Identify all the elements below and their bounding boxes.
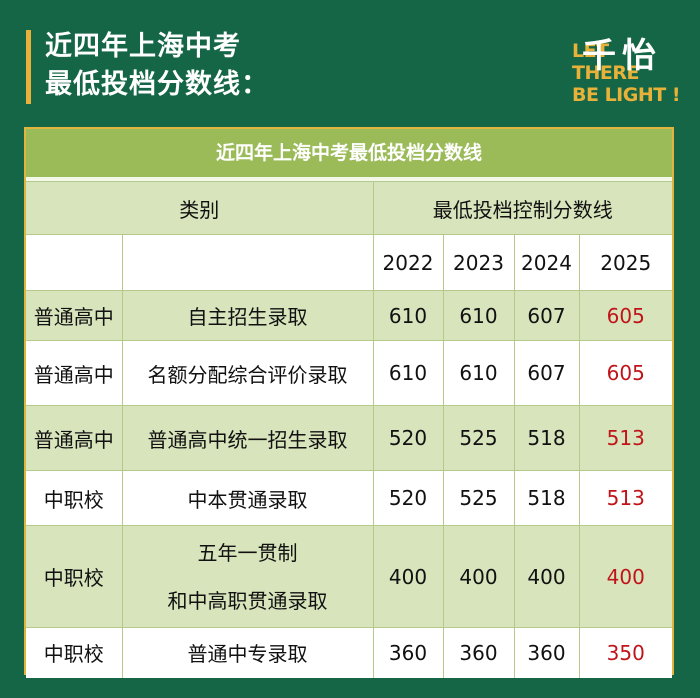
score-cell-2025: 400	[578, 525, 672, 628]
school-type: 普通高中	[26, 405, 123, 471]
year-header-row: 2022 2023 2024 2025	[26, 234, 672, 291]
school-type: 中职校	[26, 470, 123, 526]
score-cell: 610	[442, 290, 515, 341]
logo-en-line1: LET	[572, 40, 609, 62]
school-type: 普通高中	[26, 340, 123, 406]
admission-category: 自主招生录取	[121, 290, 374, 341]
admission-category-line2: 和中高职贯通录取	[167, 588, 328, 613]
page-title-line1: 近四年上海中考	[45, 31, 241, 62]
brand-logo: LET THERE BE LIGHT ! 千怡	[572, 28, 692, 108]
table-row: 普通高中 自主招生录取 610 610 607 605	[26, 290, 672, 341]
score-table-card: 近四年上海中考最低投档分数线 类别 最低投档控制分数线 2022 2023 20…	[24, 127, 674, 678]
score-cell-2025: 513	[578, 405, 672, 471]
admission-category: 普通中专录取	[121, 627, 374, 678]
admission-category: 普通高中统一招生录取	[121, 405, 374, 471]
school-type: 普通高中	[26, 290, 123, 341]
table-row: 中职校 普通中专录取 360 360 360 350	[26, 627, 672, 678]
year-header: 2025	[578, 234, 672, 291]
score-cell-2025: 350	[578, 627, 672, 678]
score-cell-2025: 605	[578, 290, 672, 341]
table-header-row: 类别 最低投档控制分数线	[26, 181, 672, 235]
header-accent-bar	[26, 30, 31, 104]
year-header: 2024	[513, 234, 580, 291]
admission-category: 名额分配综合评价录取	[121, 340, 374, 406]
score-cell: 610	[372, 290, 444, 341]
blank-cell	[26, 234, 123, 291]
admission-category-line1: 五年一贯制	[197, 540, 298, 565]
school-type: 中职校	[26, 627, 123, 678]
table-row: 中职校 五年一贯制 和中高职贯通录取 400 400 400 400	[26, 525, 672, 628]
table-row: 普通高中 普通高中统一招生录取 520 525 518 513	[26, 405, 672, 471]
score-cell: 518	[513, 470, 580, 526]
table-title-divider	[26, 177, 672, 181]
score-cell: 400	[442, 525, 515, 628]
score-cell: 607	[513, 290, 580, 341]
score-cell: 360	[372, 627, 444, 678]
year-header: 2022	[372, 234, 444, 291]
score-cell: 400	[513, 525, 580, 628]
score-cell: 400	[372, 525, 444, 628]
page-title-line2: 最低投档分数线：	[45, 69, 269, 100]
score-cell: 518	[513, 405, 580, 471]
table-title: 近四年上海中考最低投档分数线	[26, 129, 672, 177]
table-row: 普通高中 名额分配综合评价录取 610 610 607 605	[26, 340, 672, 406]
score-cell: 360	[442, 627, 515, 678]
score-cell-2025: 513	[578, 470, 672, 526]
page-title: 近四年上海中考 最低投档分数线：	[45, 28, 269, 104]
score-header: 最低投档控制分数线	[372, 181, 672, 235]
logo-chinese: 千怡	[582, 36, 662, 76]
logo-en-line3: BE LIGHT !	[572, 84, 681, 106]
score-cell: 360	[513, 627, 580, 678]
score-cell: 525	[442, 470, 515, 526]
score-cell: 610	[372, 340, 444, 406]
logo-en-line2: THERE	[572, 62, 639, 84]
score-table: 类别 最低投档控制分数线 2022 2023 2024 2025 普通高中 自主…	[26, 181, 672, 678]
table-row: 中职校 中本贯通录取 520 525 518 513	[26, 470, 672, 526]
admission-category: 中本贯通录取	[121, 470, 374, 526]
score-cell: 610	[442, 340, 515, 406]
year-header: 2023	[442, 234, 515, 291]
school-type: 中职校	[26, 525, 123, 628]
admission-category: 五年一贯制 和中高职贯通录取	[121, 525, 374, 628]
score-cell: 525	[442, 405, 515, 471]
score-cell-2025: 605	[578, 340, 672, 406]
score-cell: 520	[372, 470, 444, 526]
logo-english: LET THERE BE LIGHT !	[572, 40, 681, 106]
score-cell: 607	[513, 340, 580, 406]
score-cell: 520	[372, 405, 444, 471]
blank-cell	[121, 234, 374, 291]
category-header: 类别	[26, 181, 374, 235]
